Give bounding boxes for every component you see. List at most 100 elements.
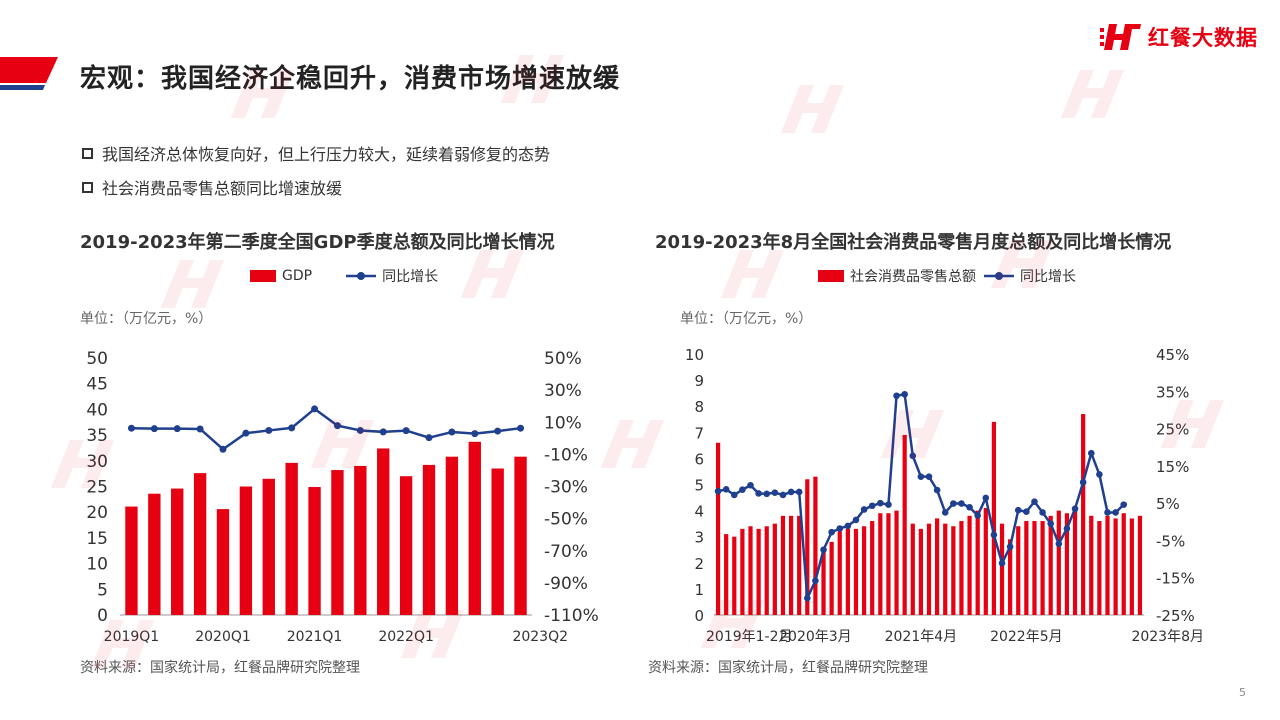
bullet-square-icon xyxy=(82,147,93,159)
bar xyxy=(829,541,834,615)
bar xyxy=(1097,521,1102,615)
bar xyxy=(732,536,737,615)
legend-item-gdp: GDP xyxy=(250,268,312,284)
gdp-chart-title: 2019-2023年第二季度全国GDP季度总额及同比增长情况 xyxy=(80,232,555,253)
growth-point xyxy=(714,487,722,495)
growth-point xyxy=(127,424,135,432)
bar xyxy=(285,462,298,615)
retail-chart-unit: 单位：（万亿元，%） xyxy=(680,311,813,327)
y-left-tick-label: 9 xyxy=(694,372,704,390)
y-right-tick-label: 5% xyxy=(1156,495,1180,513)
growth-point xyxy=(356,426,364,434)
bar xyxy=(772,523,777,615)
y-left-tick-label: 6 xyxy=(694,450,704,468)
growth-point xyxy=(966,503,973,511)
growth-point xyxy=(1006,543,1014,551)
title-accent-bar xyxy=(0,57,58,90)
brand-watermark xyxy=(600,420,664,468)
growth-point xyxy=(820,546,827,554)
growth-point xyxy=(771,489,779,497)
bar xyxy=(910,523,915,615)
growth-point xyxy=(242,429,250,437)
y-left-tick-label: 35 xyxy=(86,426,108,446)
bar xyxy=(740,528,745,615)
page-title: 宏观：我国经济企稳回升，消费市场增速放缓 xyxy=(80,64,621,94)
bar xyxy=(1121,513,1126,615)
x-tick-label: 2019Q1 xyxy=(104,629,160,645)
growth-point xyxy=(196,425,204,433)
legend-label-gdp: GDP xyxy=(282,268,313,284)
summary-bullets: 我国经济总体恢复向好，但上行压力较大，延续着弱修复的态势 社会消费品零售总额同比… xyxy=(82,136,550,204)
growth-point xyxy=(828,528,835,536)
growth-point xyxy=(950,500,957,507)
bar xyxy=(1064,513,1070,615)
y-left-tick-label: 15 xyxy=(86,529,108,549)
growth-point xyxy=(1031,498,1038,505)
growth-point xyxy=(868,502,876,510)
bar xyxy=(1137,515,1143,615)
bar xyxy=(193,473,207,615)
y-left-tick-label: 4 xyxy=(694,503,704,521)
y-left-tick-label: 50 xyxy=(86,349,108,369)
gdp-chart: 0 5 10 15 20 25 30 35 40 45 50 -110% -90% -70% -50% -30… xyxy=(86,349,599,645)
growth-point xyxy=(471,430,479,438)
growth-point xyxy=(901,390,908,398)
y-left-tick-label: 30 xyxy=(86,452,108,472)
growth-point xyxy=(1112,509,1119,516)
brand-name: 红餐大数据 xyxy=(1148,26,1258,50)
growth-point xyxy=(860,506,868,513)
growth-point xyxy=(219,445,227,453)
y-right-tick-label: -15% xyxy=(1156,570,1195,588)
y-left-tick-label: 7 xyxy=(694,424,704,442)
growth-point xyxy=(739,486,746,494)
legend-line-swatch xyxy=(346,272,377,280)
bar xyxy=(262,478,275,615)
growth-point xyxy=(1079,478,1087,486)
watermark-shape xyxy=(734,268,775,278)
growth-point xyxy=(933,486,941,494)
watermark-shape xyxy=(474,268,515,278)
legend-bar-swatch xyxy=(818,270,844,282)
brand-watermark xyxy=(160,260,224,308)
growth-point xyxy=(402,427,410,435)
summary-bullet: 社会消费品零售总额同比增速放缓 xyxy=(82,170,550,204)
bar xyxy=(445,456,459,615)
growth-point xyxy=(448,428,456,436)
y-right-tick-label: -5% xyxy=(1156,532,1185,550)
growth-point xyxy=(517,424,525,432)
y-right-tick-label: 50% xyxy=(544,349,582,369)
y-left-tick-label: 20 xyxy=(86,503,108,523)
y-right-tick-label: -110% xyxy=(544,606,599,626)
growth-point xyxy=(958,500,965,507)
bar xyxy=(788,515,794,615)
y-right-tick-label: 10% xyxy=(544,413,582,433)
bar xyxy=(1024,521,1029,615)
brand-logo-icon xyxy=(1100,24,1141,50)
bar xyxy=(125,506,138,615)
growth-point xyxy=(150,425,158,433)
brand-logo: 红餐大数据 xyxy=(1098,22,1258,52)
bar xyxy=(991,421,997,615)
growth-point xyxy=(917,473,925,480)
growth-point xyxy=(1039,509,1046,516)
growth-point xyxy=(893,392,900,400)
legend-bar-swatch xyxy=(250,270,276,282)
bar xyxy=(1040,521,1045,615)
y-left-tick-label: 0 xyxy=(694,607,704,625)
bar xyxy=(902,434,907,615)
growth-point xyxy=(877,499,884,507)
gdp-chart-source: 资料来源：国家统计局，红餐品牌研究院整理 xyxy=(80,660,360,676)
bar xyxy=(1032,521,1037,615)
growth-point xyxy=(909,452,917,460)
bar xyxy=(837,531,842,615)
growth-point xyxy=(763,490,771,498)
watermark-shape xyxy=(780,85,814,133)
bar xyxy=(308,487,321,615)
y-left-tick-label: 25 xyxy=(86,478,108,498)
growth-point xyxy=(925,473,933,480)
watermark-shape xyxy=(160,260,194,308)
bar xyxy=(216,509,230,615)
legend-label-growth: 同比增长 xyxy=(382,269,439,285)
watermark-shape xyxy=(630,420,664,468)
bar xyxy=(999,523,1005,615)
